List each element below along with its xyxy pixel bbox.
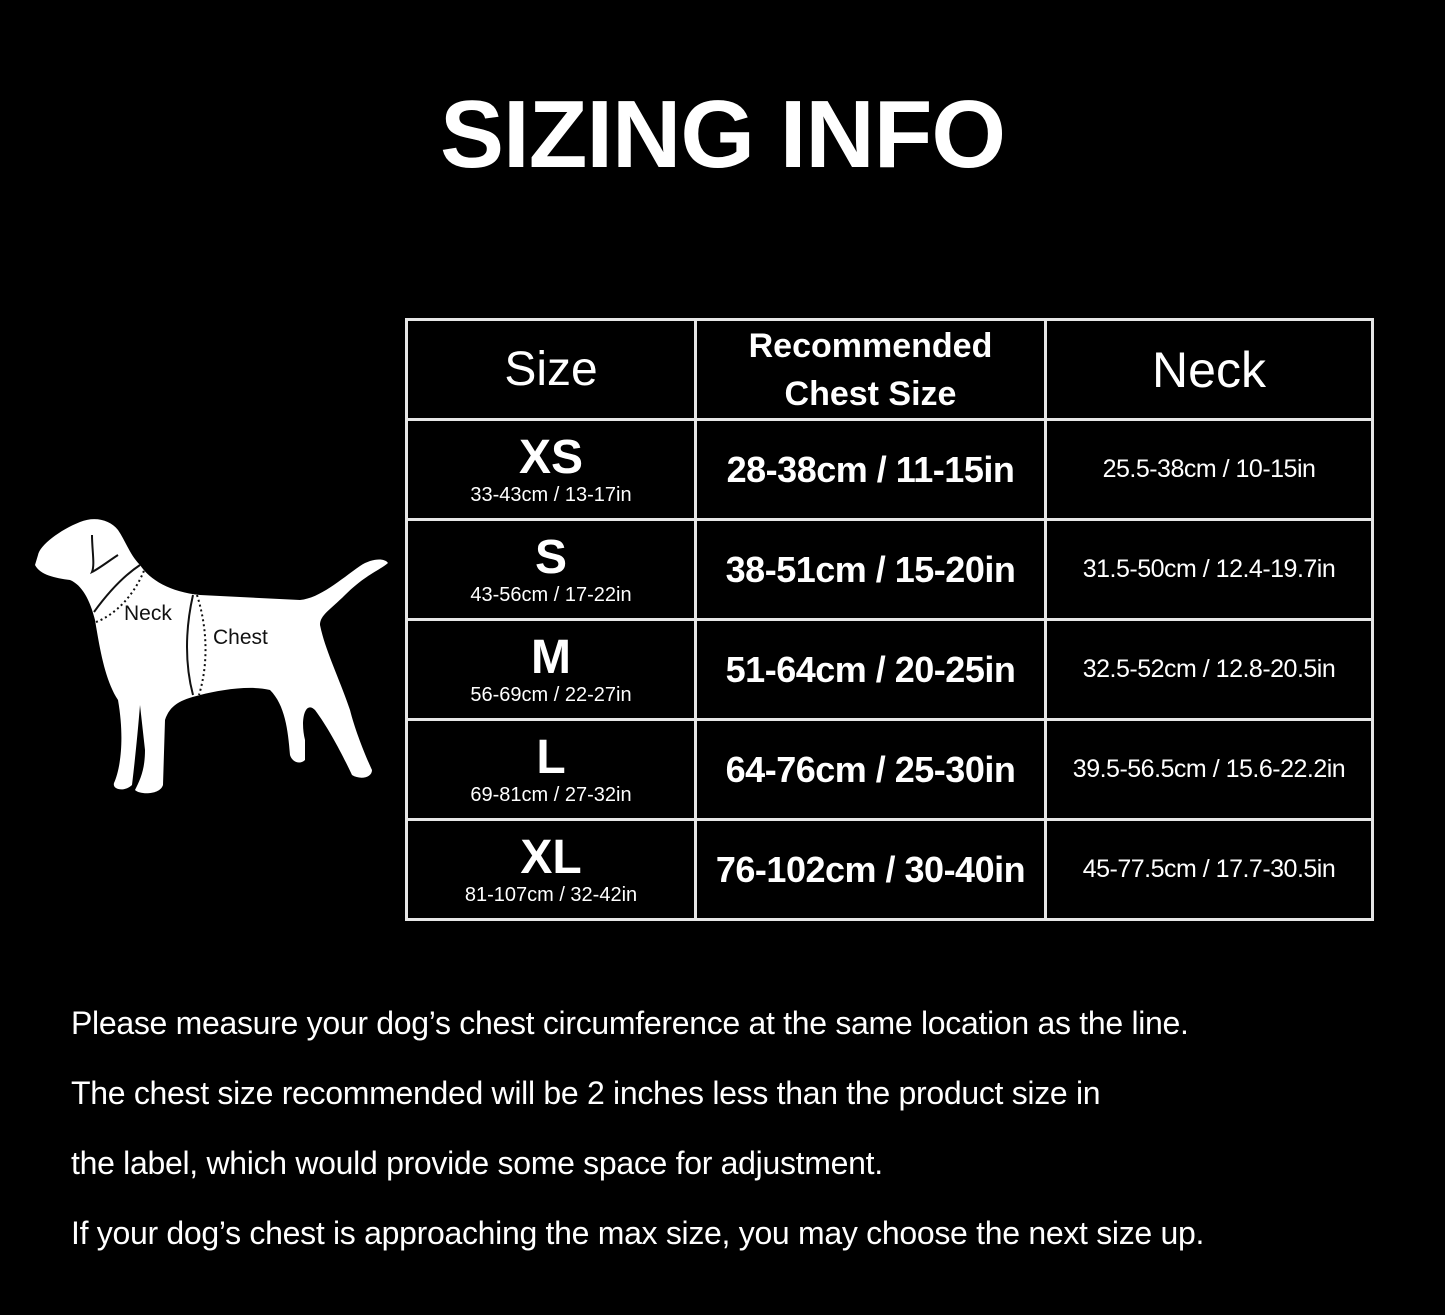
- header-size: Size: [405, 318, 697, 421]
- size-name: S: [534, 530, 567, 584]
- note-line: Please measure your dog’s chest circumfe…: [71, 1005, 1189, 1041]
- header-chest-line2: Chest Size: [784, 374, 957, 413]
- size-table: Size Recommended Chest Size Neck XS 33-43c…: [405, 318, 1374, 921]
- chest-cell: 76-102cm / 30-40in: [694, 818, 1047, 921]
- header-chest-line1: Recommended: [748, 326, 993, 365]
- product-size: 43-56cm / 17-22in: [470, 583, 632, 606]
- neck-label: Neck: [124, 602, 172, 625]
- ear-line: [90, 534, 119, 575]
- product-size: 56-69cm / 22-27in: [470, 683, 632, 706]
- size-cell: M 56-69cm / 22-27in: [405, 618, 697, 721]
- measurement-notes: Please measure your dog’s chest circumfe…: [71, 1000, 1204, 1280]
- neck-cell: 45-77.5cm / 17.7-30.5in: [1044, 818, 1374, 921]
- chest-line: [186, 594, 194, 696]
- table-row: XL 81-107cm / 32-42in 76-102cm / 30-40in …: [405, 818, 1374, 921]
- table-row: XS 33-43cm / 13-17in 28-38cm / 11-15in 25…: [405, 418, 1374, 521]
- neck-line: [93, 564, 141, 613]
- neck-cell: 39.5-56.5cm / 15.6-22.2in: [1044, 718, 1374, 821]
- chest-cell: 38-51cm / 15-20in: [694, 518, 1047, 621]
- size-cell: L 69-81cm / 27-32in: [405, 718, 697, 821]
- neck-cell: 25.5-38cm / 10-15in: [1044, 418, 1374, 521]
- neck-cell: 32.5-52cm / 12.8-20.5in: [1044, 618, 1374, 721]
- table-row: S 43-56cm / 17-22in 38-51cm / 15-20in 31.…: [405, 518, 1374, 621]
- size-name: XL: [520, 830, 582, 884]
- table-row: M 56-69cm / 22-27in 51-64cm / 20-25in 32.…: [405, 618, 1374, 721]
- chest-cell: 51-64cm / 20-25in: [694, 618, 1047, 721]
- product-size: 81-107cm / 32-42in: [464, 883, 638, 906]
- header-chest: Recommended Chest Size: [694, 318, 1047, 421]
- table-row: L 69-81cm / 27-32in 64-76cm / 25-30in 39.…: [405, 718, 1374, 821]
- header-neck: Neck: [1044, 318, 1374, 421]
- chest-dotted-line: [196, 594, 207, 696]
- table-header-row: Size Recommended Chest Size Neck: [405, 318, 1374, 421]
- neck-dotted-line: [95, 567, 146, 623]
- size-cell: XS 33-43cm / 13-17in: [405, 418, 697, 521]
- size-cell: XL 81-107cm / 32-42in: [405, 818, 697, 921]
- neck-cell: 31.5-50cm / 12.4-19.7in: [1044, 518, 1374, 621]
- size-name: XS: [518, 430, 584, 484]
- chest-label: Chest: [213, 626, 268, 649]
- note-line: If your dog’s chest is approaching the m…: [71, 1215, 1205, 1251]
- note-line: The chest size recommended will be 2 inc…: [71, 1075, 1101, 1111]
- page-title: SIZING INFO: [440, 81, 1006, 188]
- product-size: 33-43cm / 13-17in: [470, 483, 632, 506]
- chest-cell: 64-76cm / 25-30in: [694, 718, 1047, 821]
- size-cell: S 43-56cm / 17-22in: [405, 518, 697, 621]
- product-size: 69-81cm / 27-32in: [470, 783, 632, 806]
- size-name: M: [531, 630, 571, 684]
- dog-measurement-illustration: [35, 519, 388, 794]
- size-name: L: [536, 730, 566, 784]
- note-line: the label, which would provide some spac…: [71, 1145, 883, 1181]
- dog-silhouette: [35, 519, 388, 794]
- chest-cell: 28-38cm / 11-15in: [694, 418, 1047, 521]
